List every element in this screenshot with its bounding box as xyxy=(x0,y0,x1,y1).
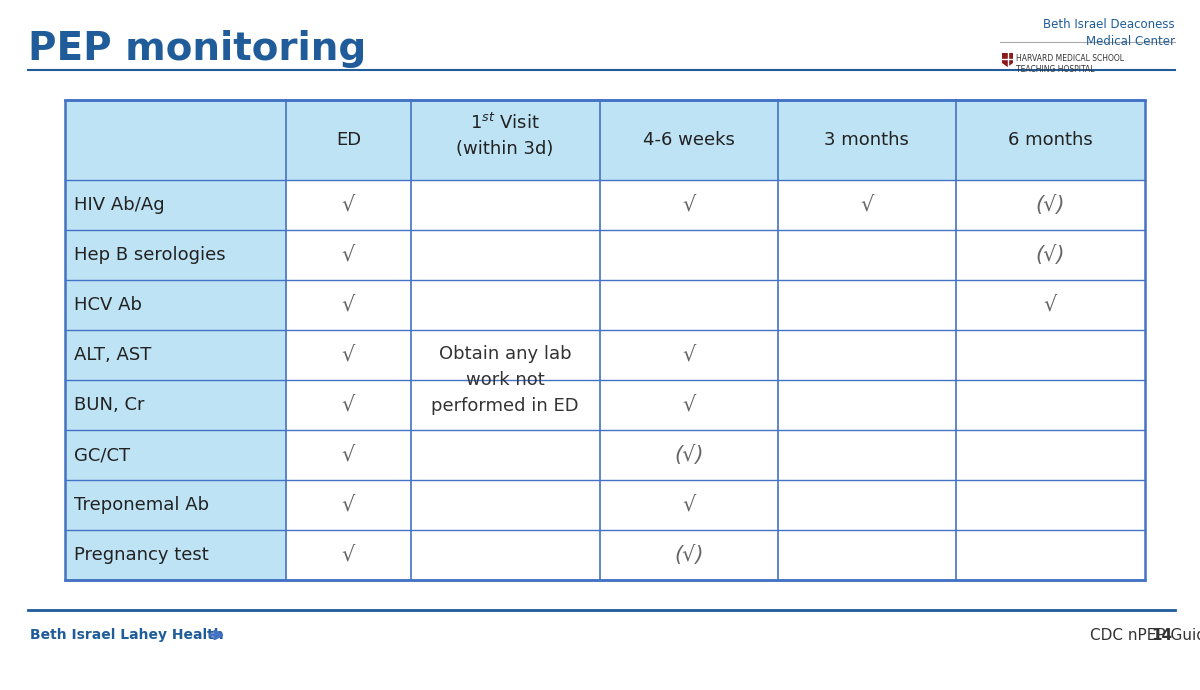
Text: (√): (√) xyxy=(1036,195,1066,215)
Text: √: √ xyxy=(342,195,355,215)
Text: $1^{st}$ Visit
(within 3d): $1^{st}$ Visit (within 3d) xyxy=(456,112,553,157)
Text: HCV Ab: HCV Ab xyxy=(74,296,142,314)
Text: √: √ xyxy=(682,195,695,215)
Text: √: √ xyxy=(342,395,355,415)
Text: Beth Israel Deaconess
Medical Center: Beth Israel Deaconess Medical Center xyxy=(1043,18,1175,48)
Text: Beth Israel Lahey Health: Beth Israel Lahey Health xyxy=(30,628,223,642)
Text: PEP monitoring: PEP monitoring xyxy=(28,30,366,68)
Text: (√): (√) xyxy=(674,545,703,565)
Text: √: √ xyxy=(682,495,695,515)
Text: √: √ xyxy=(342,495,355,515)
Text: (√): (√) xyxy=(1036,245,1066,265)
Text: 6 months: 6 months xyxy=(1008,131,1093,149)
Text: ED: ED xyxy=(336,131,361,149)
Text: √: √ xyxy=(342,345,355,365)
Text: HARVARD MEDICAL SCHOOL
TEACHING HOSPITAL: HARVARD MEDICAL SCHOOL TEACHING HOSPITAL xyxy=(1016,54,1124,74)
Text: (√): (√) xyxy=(674,445,703,465)
Text: Pregnancy test: Pregnancy test xyxy=(74,546,209,564)
Bar xyxy=(65,100,1145,180)
Polygon shape xyxy=(1002,53,1013,67)
Text: √: √ xyxy=(860,195,874,215)
Bar xyxy=(65,180,287,580)
Text: 14: 14 xyxy=(1151,627,1172,642)
Text: Obtain any lab
work not
performed in ED: Obtain any lab work not performed in ED xyxy=(431,344,578,415)
Text: GC/CT: GC/CT xyxy=(74,446,130,464)
Text: √: √ xyxy=(342,295,355,315)
Text: √: √ xyxy=(682,395,695,415)
Text: ALT, AST: ALT, AST xyxy=(74,346,151,364)
Text: HIV Ab/Ag: HIV Ab/Ag xyxy=(74,196,164,214)
Text: Hep B serologies: Hep B serologies xyxy=(74,246,226,264)
Text: √: √ xyxy=(1044,295,1057,315)
Text: 3 months: 3 months xyxy=(824,131,910,149)
Text: √: √ xyxy=(342,245,355,265)
Text: BUN, Cr: BUN, Cr xyxy=(74,396,144,414)
Text: Treponemal Ab: Treponemal Ab xyxy=(74,496,209,514)
Text: √: √ xyxy=(342,545,355,565)
Text: CDC nPEP Guidelines 2016: CDC nPEP Guidelines 2016 xyxy=(1090,627,1200,642)
Bar xyxy=(65,100,1145,580)
Text: √: √ xyxy=(682,345,695,365)
Text: √: √ xyxy=(342,445,355,465)
Text: 4-6 weeks: 4-6 weeks xyxy=(643,131,734,149)
